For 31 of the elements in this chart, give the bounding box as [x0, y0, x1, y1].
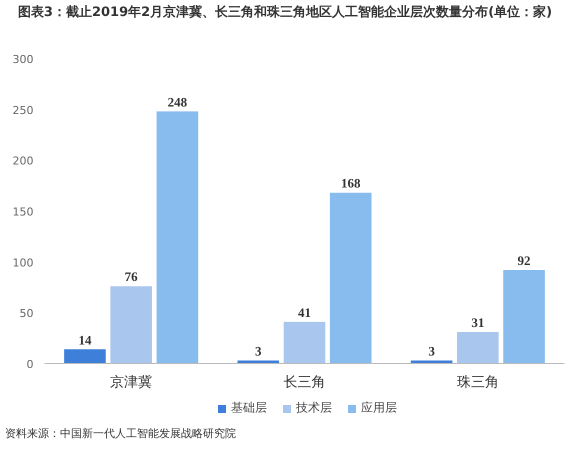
data-label: 41	[298, 304, 311, 320]
data-label: 3	[428, 343, 436, 358]
data-label: 168	[340, 176, 361, 191]
text: 资料来源：中国新一代人工智能发展战略研究院	[5, 426, 236, 442]
data-label: 248	[168, 94, 188, 110]
bar	[156, 111, 198, 364]
y-tick-label: 150	[12, 206, 34, 218]
data-label: 76	[124, 269, 138, 284]
data-label: 92	[518, 252, 531, 268]
legend-label: 应用层	[361, 400, 397, 416]
data-label: 3	[255, 343, 262, 358]
legend-label: 基础层	[231, 400, 267, 416]
y-tick-label: 250	[12, 104, 34, 117]
bar	[110, 286, 152, 364]
bar	[457, 332, 499, 364]
y-tick-label: 0	[26, 358, 34, 371]
bar	[284, 322, 326, 364]
bar	[64, 349, 106, 364]
bar	[330, 192, 372, 364]
x-tick-label: 长三角	[284, 374, 326, 390]
bar	[503, 270, 545, 364]
y-tick-label: 300	[12, 53, 34, 66]
data-label: 14	[78, 332, 92, 348]
legend-label: 技术层	[296, 400, 332, 416]
x-tick-label: 京津冀	[110, 374, 152, 390]
y-tick-label: 100	[12, 256, 34, 270]
y-tick-label: 50	[20, 307, 34, 320]
data-label: 31	[471, 314, 484, 330]
x-tick-label: 珠三角	[456, 374, 499, 390]
chart-title: 图表3：截止2019年2月京津冀、长三角和珠三角地区人工智能企业层次数量分布(单位：家)	[16, 4, 554, 22]
y-tick-label: 200	[12, 154, 34, 168]
